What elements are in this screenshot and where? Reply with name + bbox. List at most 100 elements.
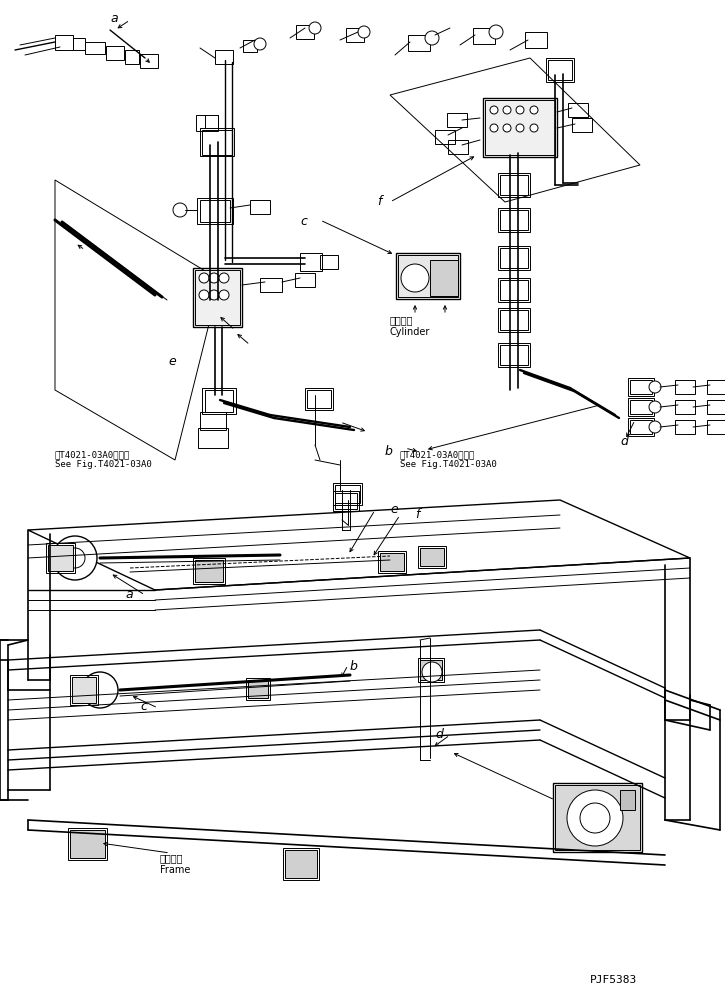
Text: d: d	[435, 728, 443, 741]
Bar	[553, 783, 642, 852]
Bar	[200, 200, 230, 222]
Circle shape	[649, 381, 661, 393]
Circle shape	[425, 31, 439, 45]
Bar	[307, 390, 331, 408]
Circle shape	[82, 672, 118, 708]
Bar	[193, 558, 225, 584]
Circle shape	[530, 124, 538, 132]
Circle shape	[219, 273, 229, 283]
Bar	[333, 491, 359, 511]
Bar	[418, 658, 444, 682]
Bar	[707, 380, 725, 394]
Text: PJF5383: PJF5383	[590, 975, 637, 985]
Bar	[296, 25, 314, 39]
Bar	[630, 420, 652, 434]
Circle shape	[422, 662, 442, 682]
Bar	[398, 255, 458, 297]
Bar	[55, 35, 73, 50]
Bar	[380, 553, 404, 571]
Bar	[285, 850, 317, 878]
Bar	[140, 54, 158, 68]
Circle shape	[173, 203, 187, 217]
Circle shape	[358, 26, 370, 38]
Circle shape	[219, 290, 229, 300]
Bar	[70, 675, 98, 705]
Circle shape	[490, 124, 498, 132]
Bar	[707, 400, 725, 414]
Text: c: c	[140, 700, 147, 713]
Bar	[195, 560, 223, 582]
Bar	[500, 210, 528, 230]
Bar	[205, 390, 233, 412]
Circle shape	[516, 106, 524, 114]
Circle shape	[649, 421, 661, 433]
Bar	[243, 40, 257, 52]
Circle shape	[489, 25, 503, 39]
Circle shape	[254, 38, 266, 50]
Bar	[525, 32, 547, 48]
Circle shape	[401, 264, 429, 292]
Bar	[215, 50, 233, 64]
Bar	[630, 400, 652, 414]
Bar	[125, 50, 139, 64]
Bar	[628, 418, 654, 436]
Bar	[48, 545, 73, 571]
Bar	[85, 42, 105, 54]
Bar	[333, 483, 362, 505]
Bar	[202, 388, 236, 414]
Bar	[447, 113, 467, 127]
Circle shape	[309, 22, 321, 34]
Bar	[200, 412, 226, 430]
Bar	[195, 270, 240, 325]
Bar	[630, 380, 652, 394]
Circle shape	[209, 273, 219, 283]
Bar	[498, 278, 530, 302]
Bar	[500, 175, 528, 195]
Bar	[248, 680, 268, 698]
Bar	[675, 400, 695, 414]
Bar	[430, 260, 458, 296]
Bar	[200, 128, 234, 156]
Bar	[628, 398, 654, 416]
Bar	[620, 790, 635, 810]
Bar	[498, 208, 530, 232]
Bar	[483, 98, 557, 157]
Circle shape	[649, 401, 661, 413]
Circle shape	[516, 124, 524, 132]
Bar	[396, 253, 460, 299]
Bar	[420, 548, 444, 566]
Bar	[300, 253, 322, 271]
Bar	[548, 60, 572, 80]
Bar	[197, 198, 233, 224]
Bar	[68, 828, 107, 860]
Bar	[198, 428, 228, 448]
Text: d: d	[620, 435, 628, 448]
Bar	[707, 420, 725, 434]
Bar	[448, 140, 468, 154]
Circle shape	[490, 106, 498, 114]
Bar	[485, 100, 555, 155]
Bar	[106, 46, 124, 60]
Bar	[572, 118, 592, 132]
Bar	[500, 310, 528, 330]
Bar	[335, 493, 357, 509]
Bar	[346, 28, 364, 42]
Bar	[628, 378, 654, 396]
Bar	[72, 677, 96, 703]
Text: f: f	[377, 195, 381, 208]
Circle shape	[199, 290, 209, 300]
Bar	[408, 35, 430, 51]
Circle shape	[209, 290, 219, 300]
Bar	[420, 660, 442, 680]
Circle shape	[567, 790, 623, 846]
Bar	[500, 345, 528, 365]
Bar	[498, 343, 530, 367]
Text: c: c	[300, 215, 307, 228]
Text: e: e	[390, 503, 398, 516]
Text: f: f	[415, 508, 419, 521]
Bar	[500, 280, 528, 300]
Bar	[498, 173, 530, 197]
Bar	[546, 58, 574, 82]
Circle shape	[65, 548, 85, 568]
Text: フレーム
Frame: フレーム Frame	[160, 853, 191, 875]
